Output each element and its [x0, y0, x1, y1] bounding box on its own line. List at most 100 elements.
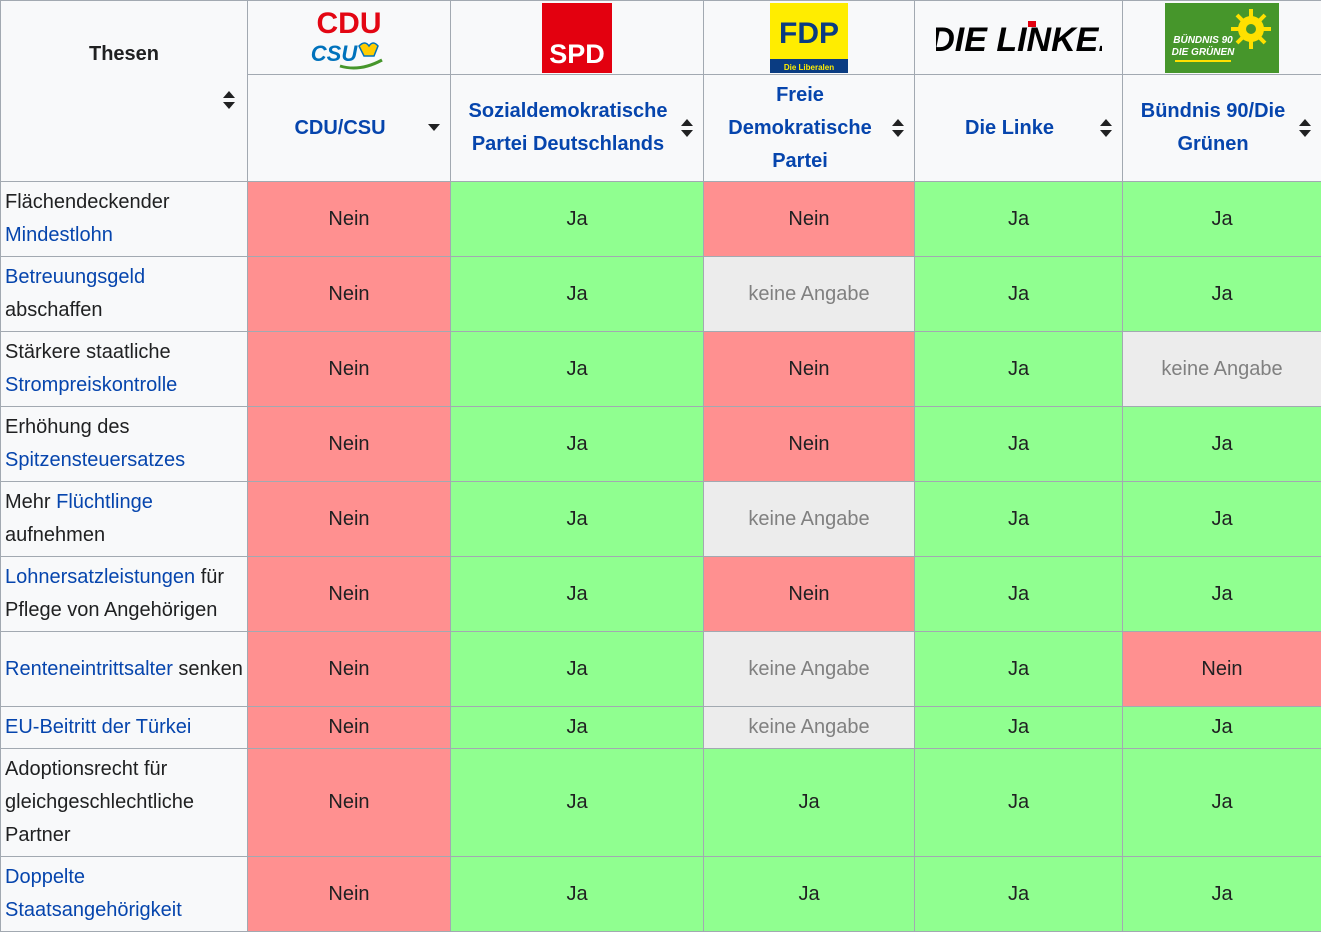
these-link[interactable]: Lohnersatzleistungen	[5, 566, 196, 588]
sort-icon[interactable]	[1299, 119, 1311, 137]
answer-cell: keine Angabe	[703, 706, 915, 749]
answer-cell: Ja	[450, 331, 704, 407]
gruene-logo: BÜNDNIS 90 DIE GRÜNEN	[1165, 2, 1279, 73]
sort-icon[interactable]	[223, 91, 235, 109]
answer-cell: Nein	[247, 856, 451, 932]
svg-text:FDP: FDP	[779, 17, 839, 50]
these-link[interactable]: Renteneintrittsalter	[5, 657, 173, 680]
svg-text:DIE GRÜNEN: DIE GRÜNEN	[1172, 45, 1236, 58]
linke-logo-cell: DIE LINKE.	[914, 0, 1123, 75]
these-text-suffix: für Pflege von Angehörigen	[5, 566, 225, 621]
column-header-thesen[interactable]: Thesen	[0, 0, 248, 182]
fdp-logo: FDP Die Liberalen	[770, 2, 848, 73]
party-link-gruene[interactable]: Bündnis 90/Die Grünen	[1140, 100, 1286, 155]
answer-cell: Nein	[247, 331, 451, 407]
answer-cell: Ja	[450, 181, 704, 257]
answer-cell: Ja	[1122, 256, 1321, 332]
answer-cell: Nein	[703, 556, 915, 632]
these-link[interactable]: Betreuungsgeld	[5, 266, 146, 288]
answer-cell: keine Angabe	[703, 631, 915, 707]
answer-cell: Ja	[1122, 556, 1321, 632]
these-cell: Adoptionsrecht für gleichgeschlechtliche…	[0, 748, 248, 857]
these-link[interactable]: Spitzensteuersatzes	[5, 449, 186, 471]
svg-text:CDU: CDU	[317, 7, 382, 40]
sort-icon[interactable]	[892, 119, 904, 137]
answer-cell: Nein	[247, 706, 451, 749]
answer-cell: Ja	[914, 481, 1123, 557]
answer-cell: Nein	[247, 406, 451, 482]
these-link[interactable]: Mindestlohn	[5, 224, 113, 246]
party-link-cdu-csu[interactable]: CDU/CSU	[294, 116, 386, 139]
spd-logo: SPD	[542, 2, 612, 73]
these-cell: Erhöhung des Spitzensteuersatzes	[0, 406, 248, 482]
sort-desc-icon[interactable]	[428, 119, 440, 137]
party-link-linke[interactable]: Die Linke	[965, 116, 1054, 139]
answer-cell: Ja	[450, 481, 704, 557]
answer-cell: Ja	[1122, 706, 1321, 749]
answer-cell: Ja	[1122, 181, 1321, 257]
answer-cell: Ja	[914, 856, 1123, 932]
table-row: Mehr Flüchtlinge aufnehmen Nein Ja keine An…	[0, 481, 1321, 557]
column-header-cdu-csu[interactable]: CDU/CSU	[247, 74, 451, 182]
answer-cell: Ja	[914, 256, 1123, 332]
these-link[interactable]: Strompreiskontrolle	[5, 374, 178, 396]
party-link-fdp[interactable]: Freie Demokratische Partei	[728, 83, 872, 172]
fdp-logo-cell: FDP Die Liberalen	[703, 0, 915, 75]
answer-cell: Ja	[450, 748, 704, 857]
these-cell: Doppelte Staatsangehörigkeit	[0, 856, 248, 932]
these-cell: Lohnersatzleistungen für Pflege von Ange…	[0, 556, 248, 632]
answer-cell: Ja	[703, 748, 915, 857]
these-cell: Stärkere staatliche Strompreiskontrolle	[0, 331, 248, 407]
cdu-csu-logo: CDU CSU	[311, 7, 383, 69]
answer-cell: Ja	[450, 556, 704, 632]
column-header-linke[interactable]: Die Linke	[914, 74, 1123, 182]
column-header-gruene[interactable]: Bündnis 90/Die Grünen	[1122, 74, 1321, 182]
these-cell: Betreuungsgeld abschaffen	[0, 256, 248, 332]
table-row: Stärkere staatliche Strompreiskontrolle N…	[0, 331, 1321, 407]
answer-cell: Ja	[914, 706, 1123, 749]
answer-cell: Ja	[914, 181, 1123, 257]
svg-text:DIE LINKE.: DIE LINKE.	[936, 21, 1102, 58]
thesen-label: Thesen	[88, 42, 160, 65]
these-link[interactable]: Doppelte Staatsangehörigkeit	[5, 866, 182, 921]
svg-text:CSU: CSU	[311, 41, 359, 66]
cdu-csu-logo-cell: CDU CSU	[247, 0, 451, 75]
table-row: Lohnersatzleistungen für Pflege von Ange…	[0, 556, 1321, 632]
table-row: Adoptionsrecht für gleichgeschlechtliche…	[0, 748, 1321, 857]
sort-icon[interactable]	[1100, 119, 1112, 137]
answer-cell: Nein	[247, 631, 451, 707]
party-link-spd[interactable]: Sozialdemokratische Partei Deutschlands	[468, 100, 668, 155]
table-body: Flächendeckender Mindestlohn Nein Ja Nein Ja…	[0, 181, 1321, 932]
answer-cell: Ja	[914, 556, 1123, 632]
answer-cell: Nein	[247, 256, 451, 332]
answer-cell: Nein	[703, 331, 915, 407]
answer-cell: Ja	[1122, 748, 1321, 857]
table-row: Flächendeckender Mindestlohn Nein Ja Nein Ja…	[0, 181, 1321, 257]
these-link[interactable]: Flüchtlinge	[56, 491, 153, 513]
answer-cell: Nein	[247, 748, 451, 857]
table-row: Doppelte Staatsangehörigkeit Nein Ja Ja Ja Ja	[0, 856, 1321, 932]
column-header-spd[interactable]: Sozialdemokratische Partei Deutschlands	[450, 74, 704, 182]
answer-cell: Nein	[247, 181, 451, 257]
answer-cell: Ja	[914, 331, 1123, 407]
answer-cell: Ja	[450, 706, 704, 749]
column-header-fdp[interactable]: Freie Demokratische Partei	[703, 74, 915, 182]
svg-text:Die Liberalen: Die Liberalen	[784, 63, 834, 72]
answer-cell: keine Angabe	[703, 481, 915, 557]
linke-logo: DIE LINKE.	[936, 20, 1102, 58]
table-row: Renteneintrittsalter senken Nein Ja keine A…	[0, 631, 1321, 707]
answer-cell: Nein	[703, 406, 915, 482]
these-text: Flächendeckender	[5, 191, 170, 213]
these-text: Stärkere staatliche	[5, 341, 171, 363]
gruene-logo-cell: BÜNDNIS 90 DIE GRÜNEN	[1122, 0, 1321, 75]
sort-icon[interactable]	[681, 119, 693, 137]
these-link[interactable]: EU-Beitritt der Türkei	[5, 716, 192, 738]
svg-text:SPD: SPD	[549, 39, 605, 69]
these-text: Adoptionsrecht für gleichgeschlechtliche…	[5, 758, 195, 846]
answer-cell: Ja	[1122, 481, 1321, 557]
table-row: Erhöhung des Spitzensteuersatzes Nein Ja Ne…	[0, 406, 1321, 482]
these-cell: Mehr Flüchtlinge aufnehmen	[0, 481, 248, 557]
answer-cell: keine Angabe	[703, 256, 915, 332]
these-text-suffix: abschaffen	[5, 299, 103, 321]
table-row: Betreuungsgeld abschaffen Nein Ja keine Ang…	[0, 256, 1321, 332]
